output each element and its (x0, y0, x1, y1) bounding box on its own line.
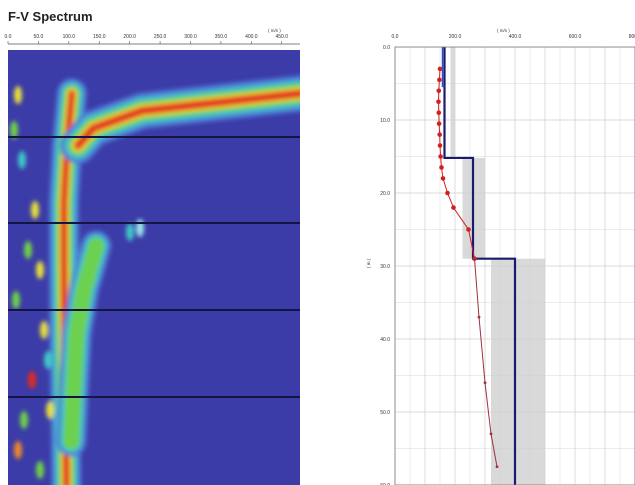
right-x-tick-label: 400.0 (509, 34, 522, 40)
right-x-ticks: 0.0 200.0 400.0 600.0 800.0 (392, 34, 635, 40)
spectrum-speckle (40, 321, 48, 339)
left-x-tick-label: 300.0 (184, 34, 197, 40)
left-x-tick-label: 450.0 (275, 34, 288, 40)
dispersion-point (451, 205, 456, 210)
right-y-tick-label: 50.0 (380, 410, 390, 416)
left-x-unit: ( m/s ) (268, 28, 281, 33)
dispersion-point (437, 143, 443, 148)
left-x-tick-label: 0.0 (5, 34, 12, 40)
left-x-tick-label: 100.0 (63, 34, 76, 40)
spectrum-speckle (44, 351, 52, 369)
dispersion-tail-point (489, 432, 493, 436)
spectrum-speckle (126, 223, 134, 241)
right-x-tick-label: 0.0 (392, 34, 399, 40)
ridge-secondary-layer (63, 237, 105, 450)
dispersion-point (436, 99, 441, 105)
spectrum-speckle (31, 201, 39, 219)
right-y-tick-label: 0.0 (383, 45, 390, 51)
dispersion-point (436, 121, 442, 126)
dispersion-point (439, 165, 444, 170)
dispersion-point (436, 88, 442, 94)
dispersion-tail-point (473, 257, 476, 261)
left-x-tick-label: 200.0 (123, 34, 136, 40)
profile-grid (395, 47, 635, 485)
right-y-tick-label: 30.0 (380, 264, 390, 270)
dispersion-tail-point (483, 381, 487, 385)
dispersion-tail-point (477, 315, 481, 319)
spectrum-speckle (36, 461, 44, 479)
spectrum-energy (10, 75, 300, 485)
spectrum-speckle (10, 121, 18, 139)
left-x-tick-label: 350.0 (215, 34, 228, 40)
spectrum-dividers (8, 136, 300, 398)
dispersion-point (440, 176, 446, 181)
velocity-step-profile (443, 47, 517, 485)
spectrum-speckle (28, 371, 36, 389)
spectrum-speckle (14, 86, 22, 104)
left-x-tick-label: 400.0 (245, 34, 258, 40)
dispersion-point (437, 132, 443, 137)
dispersion-point (437, 66, 443, 72)
right-x-tick-label: 800.0 (629, 34, 635, 40)
left-x-ticks: 0.0 50.0 100.0 150.0 200.0 250.0 300.0 350.0 400… (5, 34, 288, 44)
spectrum-speckle (12, 291, 20, 309)
right-x-unit: ( m/s ) (497, 28, 510, 33)
dispersion-point (466, 227, 471, 232)
right-y-tick-label: 20.0 (380, 191, 390, 197)
spectrum-speckle (20, 411, 28, 429)
left-x-tick-label: 150.0 (93, 34, 106, 40)
dispersion-point (436, 110, 442, 115)
profile-frame (394, 46, 635, 485)
spectrum-speckle (36, 261, 44, 279)
profile-series (436, 47, 517, 485)
dispersion-point (437, 77, 442, 83)
right-y-tick-label: 10.0 (380, 118, 390, 124)
uncertainty-band (450, 47, 455, 158)
left-x-tick-label: 50.0 (34, 34, 44, 40)
spectrum-speckle (24, 241, 32, 259)
left-x-tick-label: 250.0 (154, 34, 167, 40)
right-x-tick-label: 200.0 (449, 34, 462, 40)
left-chart-title: F-V Spectrum (8, 9, 93, 24)
spectrum-speckle (46, 401, 54, 419)
spectrum-speckle (18, 151, 26, 169)
dispersion-point (438, 154, 443, 159)
dispersion-point (445, 190, 450, 196)
ridge-high-velocity-band-layer (74, 90, 300, 149)
right-y-ticks: 0.0 10.0 20.0 30.0 40.0 50.0 60.0 (380, 45, 390, 485)
dispersion-tail-point (495, 465, 499, 469)
uncertainty-band (491, 258, 545, 485)
right-y-tick-label: 60.0 (380, 483, 390, 485)
spectrum-speckle (136, 219, 144, 237)
right-x-tick-label: 600.0 (569, 34, 582, 40)
spectrum-speckle (14, 441, 22, 459)
right-y-tick-label: 40.0 (380, 337, 390, 343)
right-y-unit: ( m ) (366, 258, 371, 268)
